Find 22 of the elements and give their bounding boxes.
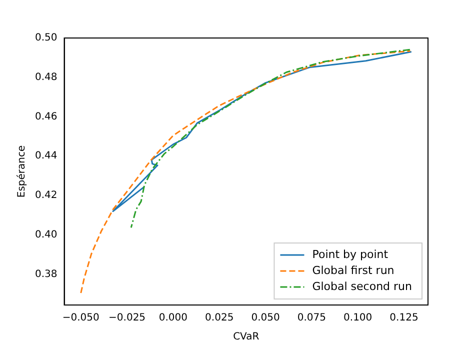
x-axis-title: CVaR [233,332,260,343]
y-tick-label: 0.42 [35,190,58,202]
y-tick-label: 0.38 [35,268,58,280]
y-tick-label: 0.44 [35,150,58,162]
y-axis-title: Espérance [16,145,28,198]
x-tick-label: 0.100 [344,312,372,324]
x-tick-label: 0.125 [390,312,418,324]
legend-label: Global first run [312,264,394,277]
x-tick-label: 0.025 [205,312,234,324]
x-tick-label: −0.025 [108,312,146,324]
y-tick-label: 0.40 [35,229,58,240]
x-tick-label: −0.050 [62,312,100,324]
y-tick-label: 0.46 [35,111,58,122]
x-tick-label: 0.050 [251,312,280,324]
line-series [80,50,412,294]
legend-label: Point by point [312,248,389,261]
line-series [130,48,411,228]
y-tick-label: 0.48 [35,72,58,83]
legend-label: Global second run [312,280,412,293]
x-tick-label: 0.075 [297,312,326,324]
y-tick-label: 0.50 [35,32,58,44]
x-tick-label: 0.000 [158,312,188,324]
